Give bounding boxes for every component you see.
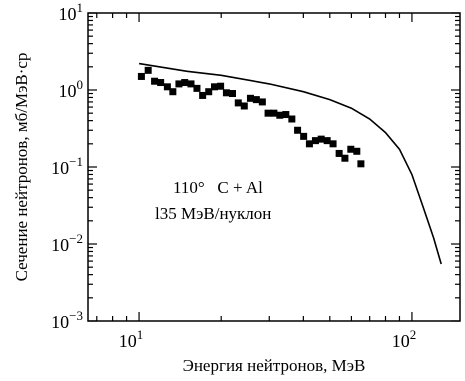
data-point — [270, 109, 278, 117]
data-point — [181, 79, 189, 87]
y-tick-label: 10−3 — [51, 308, 83, 332]
y-tick-label: 10−1 — [51, 154, 83, 178]
data-point — [205, 88, 213, 96]
annotation-reaction: 110° C + Al — [173, 178, 263, 197]
data-point — [163, 83, 171, 91]
data-point — [258, 98, 266, 106]
plot-frame — [87, 12, 461, 322]
data-point — [264, 109, 272, 117]
data-point — [294, 126, 302, 134]
y-tick-label: 10−2 — [51, 231, 83, 255]
data-point — [347, 145, 355, 153]
data-point — [137, 72, 145, 80]
x-tick-labels: 101 102 — [119, 327, 416, 351]
x-axis-label: Энергия нейтронов, МэВ — [183, 356, 366, 375]
annotation-energy: l35 МэВ/нуклон — [155, 204, 271, 223]
x-tick-label: 101 — [119, 327, 144, 351]
data-point — [246, 94, 254, 102]
data-point — [157, 79, 165, 87]
x-tick-label: 102 — [392, 327, 417, 351]
series-markers — [137, 66, 365, 168]
data-point — [187, 80, 195, 88]
data-point — [217, 82, 225, 90]
data-point — [144, 66, 152, 74]
data-point — [234, 99, 242, 107]
data-point — [276, 111, 284, 119]
tick-marks — [88, 12, 460, 322]
series-line — [138, 62, 442, 265]
data-point — [353, 147, 361, 155]
data-point — [222, 89, 230, 97]
y-tick-labels: 101 100 10−1 10−2 10−3 — [51, 0, 83, 332]
data-point — [329, 140, 337, 148]
data-point — [305, 140, 313, 148]
data-point — [228, 90, 236, 98]
data-point — [282, 111, 290, 119]
data-point — [151, 77, 159, 85]
data-point — [317, 135, 325, 143]
data-point — [169, 88, 177, 96]
y-axis-label: Сечение нейтронов, мб/МэВ·ср — [12, 53, 31, 282]
data-point — [210, 83, 218, 91]
data-point — [323, 137, 331, 145]
data-point — [288, 115, 296, 123]
data-point — [311, 137, 319, 145]
data-point — [300, 132, 308, 140]
data-point — [193, 84, 201, 92]
data-point — [175, 80, 183, 88]
data-point — [252, 96, 260, 104]
data-point — [335, 149, 343, 157]
data-point — [341, 154, 349, 162]
data-point — [240, 102, 248, 110]
y-tick-label: 101 — [59, 0, 84, 24]
data-point — [357, 160, 365, 168]
data-point — [199, 91, 207, 99]
y-tick-label: 100 — [59, 77, 84, 101]
